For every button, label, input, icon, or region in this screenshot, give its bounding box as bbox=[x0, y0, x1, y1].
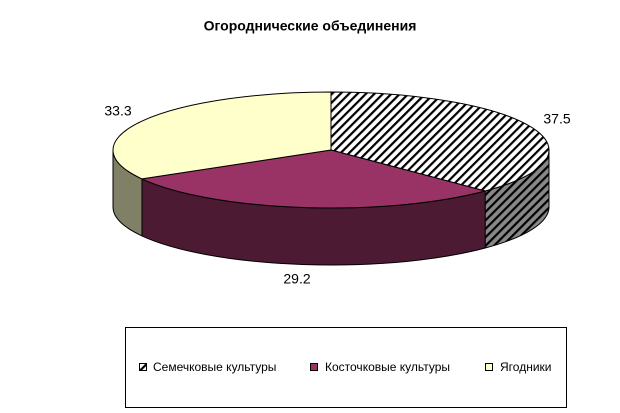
data-label: 29.2 bbox=[283, 271, 310, 287]
data-label: 37.5 bbox=[543, 111, 570, 127]
data-label: 33.3 bbox=[104, 103, 131, 119]
legend-swatch bbox=[310, 363, 318, 371]
legend-label: Семечковые культуры bbox=[153, 360, 276, 374]
pie-slice bbox=[140, 149, 488, 209]
pie-slice bbox=[330, 91, 550, 192]
legend-label: Косточковые культуры bbox=[325, 360, 450, 374]
chart-title: Огороднические объединения bbox=[204, 18, 417, 34]
pie-slice bbox=[112, 91, 332, 180]
legend-swatch bbox=[485, 363, 493, 371]
legend-label: Ягодники bbox=[500, 360, 551, 374]
legend-swatch bbox=[139, 363, 147, 371]
